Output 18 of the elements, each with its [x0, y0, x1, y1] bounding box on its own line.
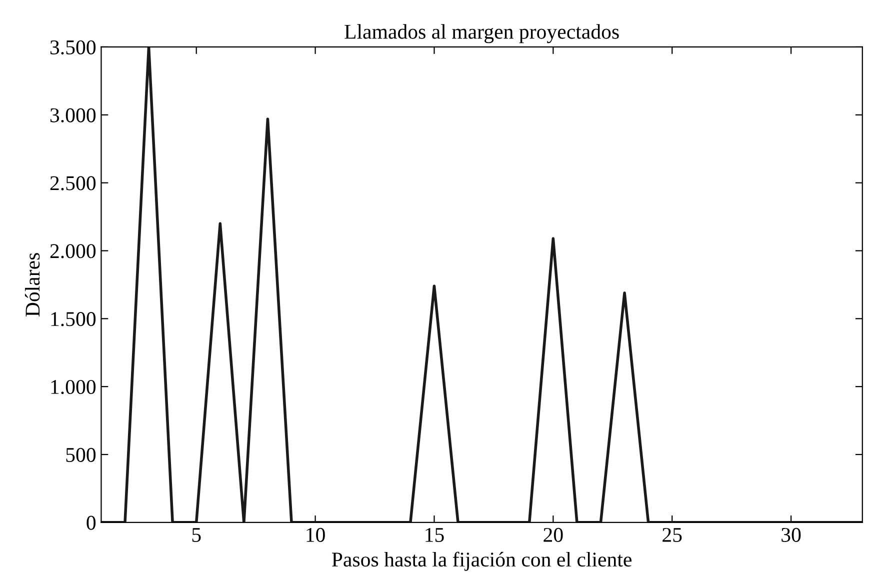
x-tick-label: 20 — [544, 528, 563, 542]
x-tick-label: 25 — [662, 528, 682, 542]
y-tick-label: 2.500 — [50, 176, 96, 190]
y-tick-label: 2.000 — [50, 244, 96, 258]
x-tick-label: 15 — [426, 528, 444, 542]
x-axis-title: Pasos hasta la fijación con el cliente — [332, 552, 632, 571]
y-tick-label: 3.000 — [50, 108, 96, 122]
x-tick-label: 5 — [192, 528, 201, 542]
y-axis-title: Dólares — [24, 253, 40, 316]
chart-title: Llamados al margen proyectados — [344, 24, 619, 44]
y-tick-label: 0 — [86, 516, 96, 530]
y-tick-label: 1.000 — [51, 380, 96, 394]
x-tick-label: 30 — [782, 528, 801, 542]
y-tick-label: 500 — [66, 448, 96, 462]
y-tick-label: 3.500 — [50, 40, 96, 54]
y-tick-label: 1.500 — [51, 312, 96, 326]
x-tick-label: 10 — [306, 528, 325, 542]
line-series — [101, 46, 862, 522]
